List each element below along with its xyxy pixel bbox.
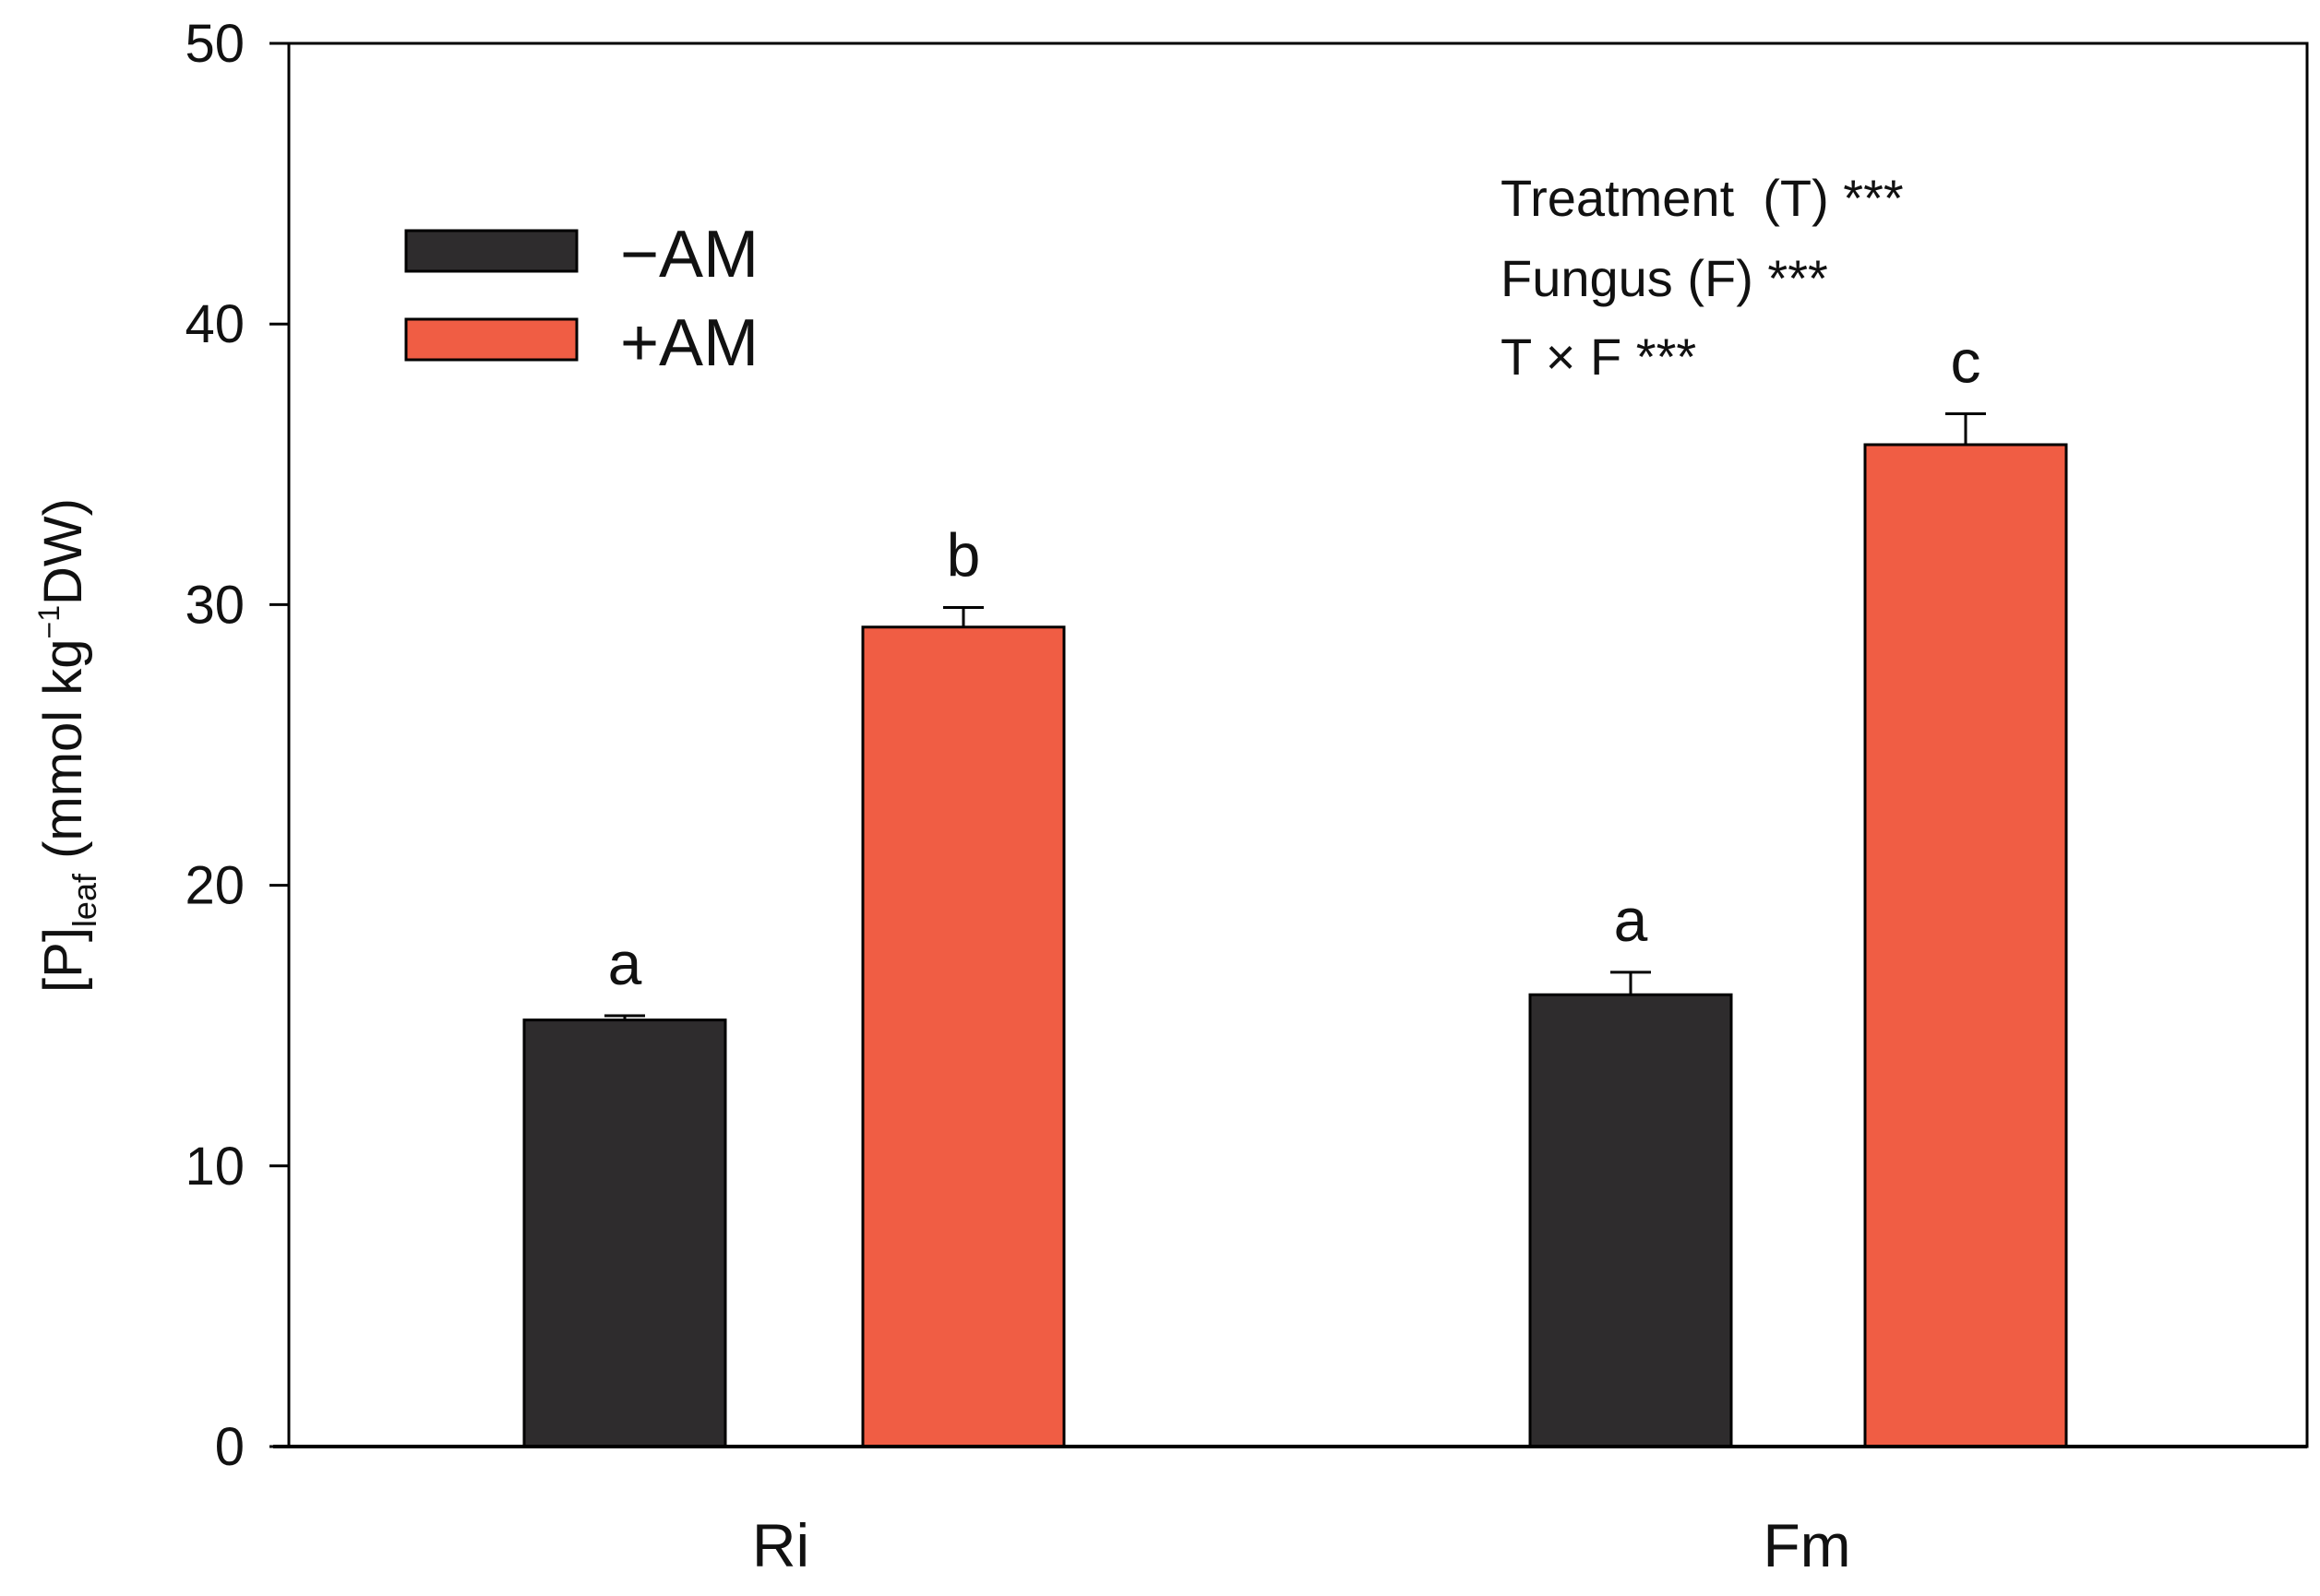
legend-swatch-minus-am	[404, 229, 579, 273]
y-axis: 0 10 20 30 40 50	[185, 14, 289, 1477]
bars-group: a a b c	[522, 328, 2068, 1448]
y-tick-label-40: 40	[185, 294, 245, 354]
bar-ri-series-1	[861, 625, 1066, 1448]
y-axis-title-superscript: −1	[32, 605, 66, 638]
sig-letter-fm-series-0: a	[1614, 886, 1648, 954]
sig-letter-ri-series-1: b	[947, 520, 981, 589]
sig-letter-ri-series-0: a	[608, 929, 642, 997]
category-label-ri: Ri	[752, 1511, 809, 1579]
y-axis-title-subscript: leaf	[66, 873, 103, 927]
sig-letter-fm-series-1: c	[1951, 328, 1981, 396]
y-tick-label-50: 50	[185, 14, 245, 74]
stat-interaction: T × F ***	[1501, 328, 1696, 386]
legend-label-minus-am: −AM	[620, 218, 759, 292]
stats-annotations: Treatment (T) *** Fungus (F) *** T × F *…	[1501, 169, 1904, 386]
y-axis-title-suffix: DW)	[33, 498, 93, 605]
stat-treatment: Treatment (T) ***	[1501, 169, 1904, 227]
y-axis-title-middle: (mmol kg	[33, 638, 93, 874]
legend-label-plus-am: +AM	[620, 306, 759, 380]
y-tick-label-10: 10	[185, 1137, 245, 1197]
y-axis-title: [P]leaf (mmol kg−1DW)	[32, 498, 103, 993]
y-tick-label-20: 20	[185, 856, 245, 916]
stat-fungus: Fungus (F) ***	[1501, 249, 1828, 307]
legend-swatch-plus-am	[404, 317, 579, 362]
bar-fm-series-0	[1528, 993, 1733, 1448]
legend: −AM +AM	[404, 218, 759, 380]
bar-ri-series-0	[522, 1018, 727, 1448]
category-label-fm: Fm	[1763, 1511, 1850, 1579]
y-tick-label-30: 30	[185, 575, 245, 635]
y-tick-label-0: 0	[215, 1417, 245, 1477]
y-axis-title-prefix: [P]	[33, 927, 93, 993]
bar-fm-series-1	[1863, 443, 2068, 1448]
